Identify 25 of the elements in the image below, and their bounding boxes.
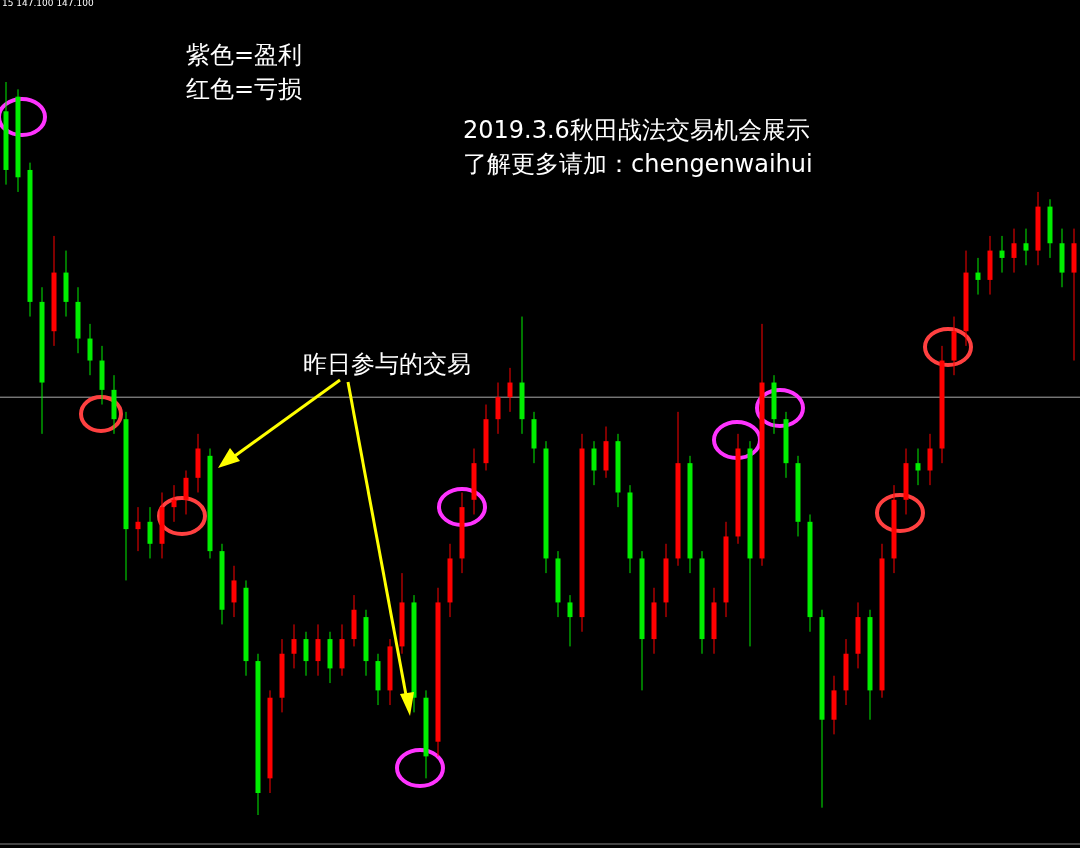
annotation: 昨日参与的交易 (303, 350, 471, 378)
candlestick (915, 448, 921, 486)
candlestick (183, 469, 189, 515)
candlestick (999, 235, 1005, 274)
candlestick (507, 367, 513, 413)
candlestick (303, 631, 309, 677)
candlestick (975, 257, 981, 296)
candlestick (1023, 228, 1029, 266)
candlestick (171, 484, 177, 523)
candlestick (291, 623, 297, 669)
candlestick (87, 323, 93, 376)
candlestick (147, 506, 153, 559)
text: 15 147.100 147.100 (2, 0, 94, 8)
text: 紫色=盈利 (186, 41, 303, 69)
candlestick (927, 433, 933, 486)
candlestick (135, 506, 141, 552)
candlestick (315, 623, 321, 677)
text: 了解更多请加：chengenwaihui (463, 150, 813, 178)
candlestick (231, 565, 237, 618)
text: 2019.3.6秋田战法交易机会展示 (463, 116, 810, 144)
candlestick (1011, 228, 1017, 274)
candlestick (495, 382, 501, 435)
candlestick (591, 440, 597, 486)
annotation: 红色=亏损 (186, 75, 303, 103)
candlestick (567, 594, 573, 647)
